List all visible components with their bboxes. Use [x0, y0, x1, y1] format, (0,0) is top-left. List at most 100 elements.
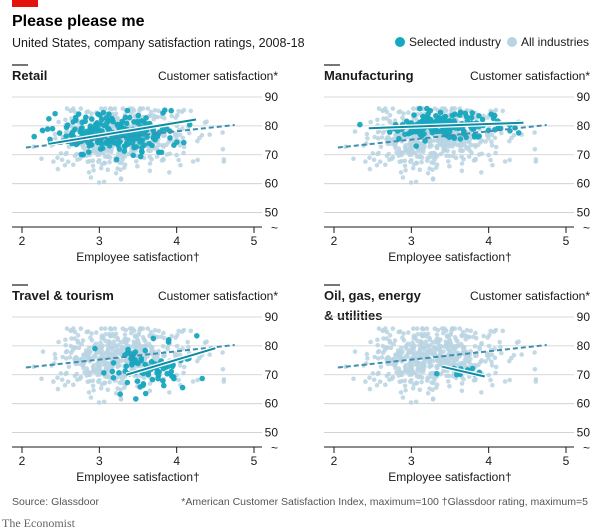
all-industries-point: [473, 157, 478, 163]
all-industries-point: [436, 341, 441, 346]
all-industries-point: [56, 339, 61, 345]
all-industries-point: [176, 157, 181, 163]
all-industries-point: [108, 106, 113, 111]
all-industries-point: [177, 352, 183, 358]
all-industries-point: [175, 332, 180, 338]
selected-industry-point: [47, 136, 53, 143]
all-industries-point: [63, 371, 68, 377]
all-industries-point: [372, 354, 378, 360]
all-industries-point: [99, 382, 105, 387]
all-industries-point: [81, 354, 87, 359]
all-industries-point: [99, 162, 105, 167]
all-industries-point: [135, 164, 140, 169]
all-industries-point: [159, 334, 164, 340]
all-industries-point: [417, 167, 423, 173]
all-industries-point: [455, 339, 460, 344]
all-industries-point: [519, 352, 524, 357]
selected-industry-point: [179, 384, 186, 391]
selected-industry-point: [31, 133, 37, 140]
all-industries-point: [378, 364, 384, 370]
all-industries-point: [113, 171, 119, 176]
all-industries-point: [31, 144, 36, 149]
all-industries-point: [393, 365, 398, 371]
y-axis-label: Customer satisfaction*: [470, 289, 590, 303]
all-industries-point: [384, 373, 390, 379]
selected-industry-point: [125, 141, 131, 147]
selected-industry-point: [90, 126, 96, 133]
all-industries-point: [370, 151, 376, 156]
panel-1: Retail Customer satisfaction* 90 80 70 60 50~2…: [12, 64, 278, 264]
selected-industry-point: [165, 339, 172, 345]
all-industries-point: [402, 364, 408, 370]
selected-industry-point: [476, 113, 482, 119]
all-industries-point: [434, 364, 440, 370]
all-industries-point: [86, 390, 92, 395]
all-industries-point: [490, 382, 495, 388]
all-industries-point: [411, 335, 417, 341]
all-industries-point: [371, 377, 377, 383]
selected-industry-point: [161, 382, 167, 389]
all-industries-point: [532, 350, 537, 355]
all-industries-point: [105, 346, 111, 351]
chart-subtitle: United States, company satisfaction rati…: [12, 36, 305, 50]
x-tick-label: 3: [408, 454, 415, 468]
all-industries-point: [393, 354, 399, 359]
all-industries-point: [404, 343, 409, 348]
all-industries-point: [84, 373, 89, 378]
selected-industry-point: [70, 119, 76, 125]
all-industries-point: [401, 111, 406, 116]
all-industries-point: [75, 333, 81, 338]
panel-title: Manufacturing: [324, 68, 414, 83]
all-industries-point: [427, 374, 432, 380]
selected-industry-point: [39, 127, 46, 134]
selected-industry-point: [135, 120, 141, 126]
all-industries-point: [419, 333, 425, 339]
all-industries-point: [420, 340, 426, 346]
panel-2: Manufacturing Customer satisfaction* 90 80 7…: [324, 64, 590, 264]
all-industries-point: [414, 326, 420, 331]
all-industries-point: [147, 381, 153, 386]
y-tick-label: 80: [577, 339, 591, 353]
selected-industry-point: [63, 133, 69, 139]
selected-industry-point: [128, 356, 135, 362]
selected-trend-line: [48, 118, 197, 145]
all-industries-point: [432, 377, 437, 382]
all-industries-point: [166, 139, 171, 145]
selected-industry-point: [470, 126, 476, 132]
selected-industry-point: [168, 107, 174, 114]
all-industries-point: [438, 371, 444, 377]
all-industries-point: [180, 135, 186, 141]
all-industries-point: [488, 377, 493, 383]
all-industries-point: [68, 343, 74, 349]
x-tick-label: 5: [563, 234, 570, 248]
axis-break-symbol: ~: [271, 441, 278, 455]
selected-industry-point: [167, 135, 173, 141]
selected-industry-point: [156, 149, 162, 156]
selected-industry-point: [131, 144, 137, 151]
all-industries-point: [178, 162, 183, 168]
all-industries-point: [471, 334, 476, 340]
all-industries-point: [199, 132, 205, 138]
selected-industry-point: [422, 138, 428, 144]
selected-industry-point: [125, 346, 131, 353]
all-industries-point: [53, 356, 58, 361]
all-industries-point: [98, 385, 104, 391]
all-industries-point: [427, 166, 432, 171]
selected-industry-point: [127, 136, 134, 142]
selected-industry-point: [44, 126, 51, 132]
all-industries-point: [110, 347, 115, 352]
all-industries-point: [413, 150, 419, 156]
all-industries-point: [383, 382, 388, 388]
all-industries-point: [500, 108, 506, 114]
all-industries-point: [427, 386, 432, 391]
all-industries-point: [489, 139, 494, 145]
all-industries-point: [124, 341, 129, 346]
all-industries-point: [473, 330, 478, 336]
all-industries-point: [458, 341, 464, 347]
all-industries-point: [188, 328, 194, 334]
all-industries-point: [483, 359, 488, 364]
all-industries-point: [438, 151, 444, 157]
all-industries-point: [383, 162, 388, 168]
selected-industry-point: [52, 110, 58, 117]
all-industries-point: [533, 157, 539, 162]
